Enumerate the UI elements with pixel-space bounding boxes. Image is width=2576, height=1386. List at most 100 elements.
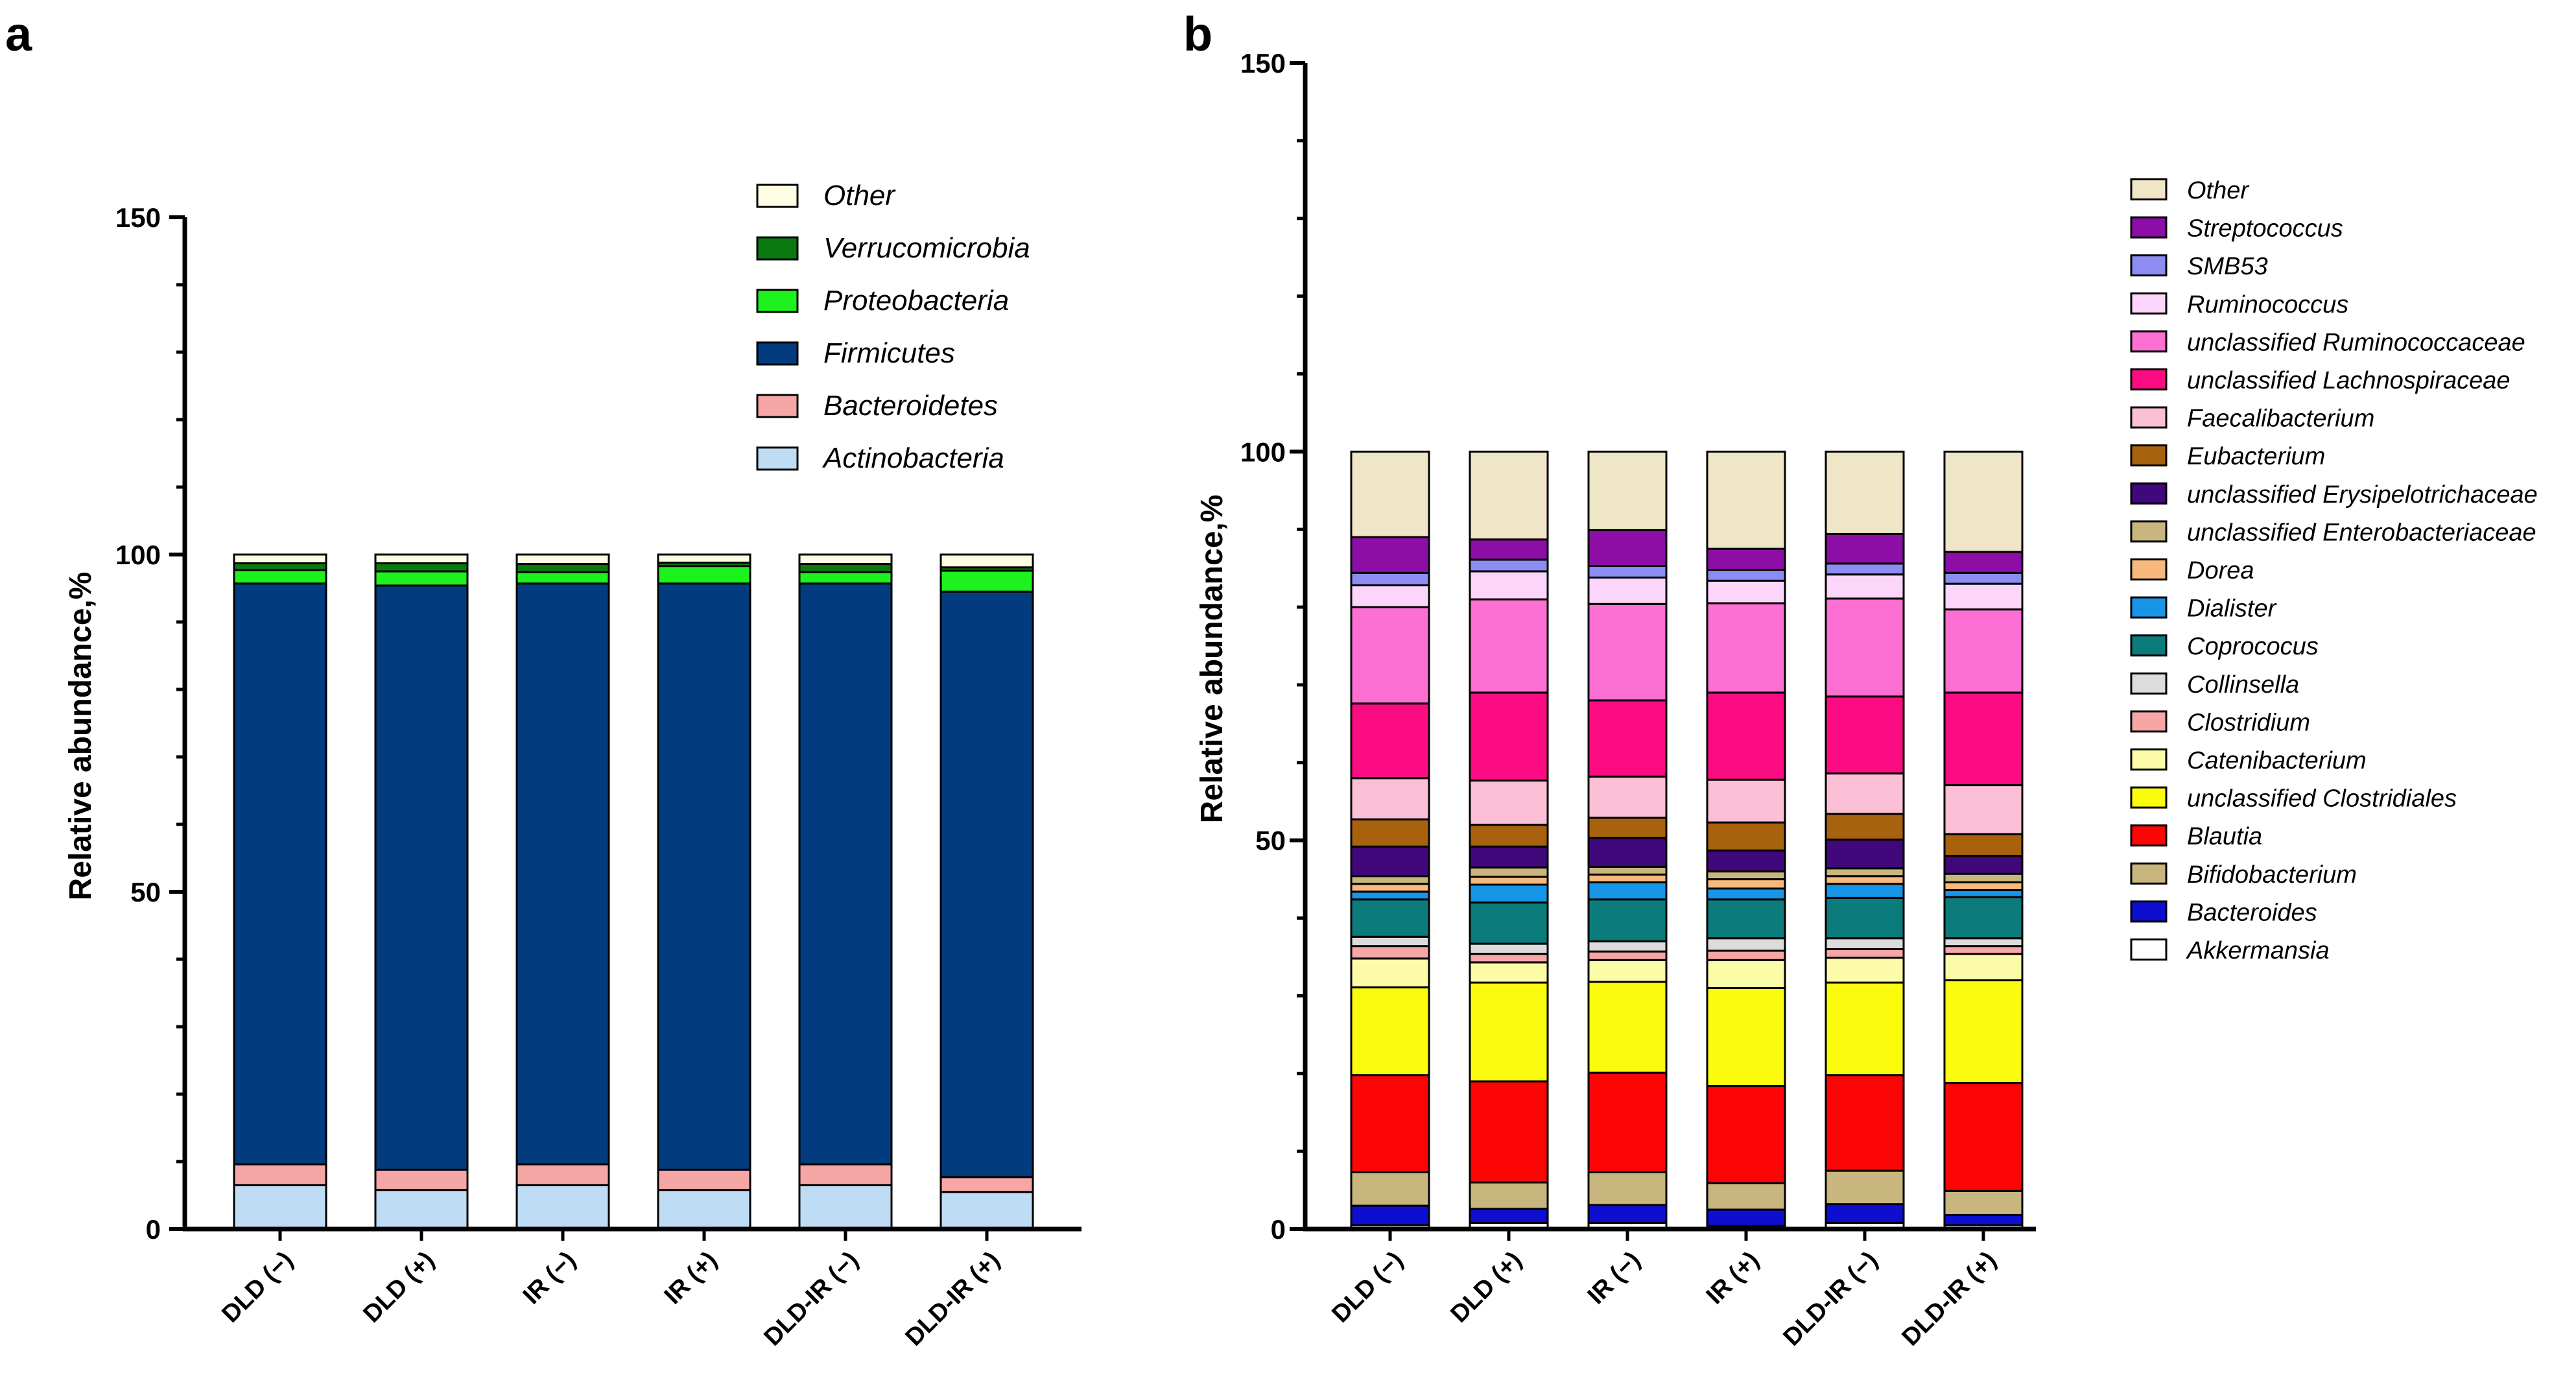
legend-swatch bbox=[2130, 786, 2168, 809]
legend-item: Catenibacterium bbox=[2130, 747, 2367, 774]
bar-stack bbox=[1469, 450, 1549, 1230]
bar-segment bbox=[1469, 876, 1549, 886]
legend: Other Streptococcus SMB53 Ruminococcus uncla… bbox=[2130, 177, 2538, 964]
bar-segment bbox=[798, 1163, 893, 1186]
bar-segment bbox=[1350, 986, 1430, 1077]
bar-segment bbox=[1350, 777, 1430, 820]
bar-segment bbox=[1587, 959, 1668, 983]
bar-segment bbox=[233, 582, 327, 1165]
bar-segment bbox=[657, 1168, 751, 1191]
panel-b: b Relative abundance,% DLD (−) DLD (+) IR (−… bbox=[1183, 7, 2538, 1351]
legend-label: Proteobacteria bbox=[823, 285, 1009, 317]
legend-item: Bacteroidetes bbox=[756, 390, 998, 422]
bar-segment bbox=[798, 563, 893, 573]
bar-segment bbox=[1350, 1074, 1430, 1173]
legend-swatch bbox=[756, 341, 799, 366]
y-tick-label: 50 bbox=[1255, 826, 1286, 856]
bar-segment bbox=[1469, 883, 1549, 904]
bar-stack bbox=[1587, 450, 1668, 1230]
bar-segment bbox=[1943, 571, 2024, 585]
bar-stack bbox=[1706, 450, 1786, 1230]
bar-segment bbox=[1587, 1171, 1668, 1206]
bar-segment bbox=[939, 590, 1034, 1178]
y-axis-label: Relative abundance,% bbox=[64, 572, 98, 901]
y-tick-label: 100 bbox=[115, 540, 161, 570]
y-tick-label: 100 bbox=[1240, 436, 1286, 467]
bar-segment bbox=[1943, 896, 2024, 940]
legend-label: Akkermansia bbox=[2186, 937, 2330, 964]
bar-segment bbox=[1706, 870, 1786, 881]
bar-segment bbox=[1825, 937, 1905, 950]
legend-label: unclassified Erysipelotrichaceae bbox=[2187, 481, 2538, 508]
legend-item: Actinobacteria bbox=[756, 442, 1004, 474]
bar-segment bbox=[1469, 779, 1549, 826]
bar-segment bbox=[1706, 579, 1786, 604]
legend-swatch bbox=[2130, 862, 2168, 885]
bar-segment bbox=[1469, 450, 1549, 541]
legend-item: Eubacterium bbox=[2130, 443, 2325, 470]
bar-segment bbox=[1825, 875, 1905, 885]
legend-item: unclassified Enterobacteriaceae bbox=[2130, 519, 2536, 546]
bar-segment bbox=[1469, 1181, 1549, 1210]
legend-label: Verrucomicrobia bbox=[823, 232, 1030, 264]
bar-segment bbox=[1825, 1074, 1905, 1172]
legend-label: unclassified Enterobacteriaceae bbox=[2187, 519, 2536, 546]
bar-segment bbox=[515, 553, 610, 566]
legend-label: Firmicutes bbox=[823, 337, 955, 369]
legend-label: Coprococus bbox=[2187, 633, 2319, 660]
bar-segment bbox=[233, 562, 327, 571]
legend-swatch bbox=[2130, 406, 2168, 429]
bar-segment bbox=[1825, 883, 1905, 899]
bar-segment bbox=[798, 571, 893, 585]
legend-swatch bbox=[2130, 748, 2168, 771]
bar-segment bbox=[1825, 838, 1905, 870]
bar-stack bbox=[657, 553, 751, 1230]
legend-label: Streptococcus bbox=[2187, 215, 2343, 243]
bar-segment bbox=[233, 553, 327, 565]
legend-swatch bbox=[2130, 634, 2168, 657]
bar-segment bbox=[374, 1168, 469, 1191]
bar-segment bbox=[1825, 948, 1905, 959]
bar-segment bbox=[1825, 1203, 1905, 1224]
legend-item: unclassified Ruminococcaceae bbox=[2130, 329, 2525, 356]
x-tick-label: DLD (+) bbox=[358, 1247, 440, 1328]
bar-segment bbox=[1350, 702, 1430, 780]
y-tick-label: 150 bbox=[115, 202, 161, 233]
legend-item: unclassified Erysipelotrichaceae bbox=[2130, 481, 2538, 508]
legend-swatch bbox=[2130, 178, 2168, 200]
bar-segment bbox=[1469, 981, 1549, 1082]
bar-segment bbox=[1469, 961, 1549, 984]
y-tick-label: 0 bbox=[146, 1214, 161, 1245]
bar-segment bbox=[1943, 889, 2024, 898]
bar-segment bbox=[1587, 881, 1668, 901]
bar-segment bbox=[1825, 957, 1905, 984]
bar-segment bbox=[233, 569, 327, 585]
x-tick-label: DLD-IR (−) bbox=[1778, 1247, 1884, 1352]
bar-segment bbox=[1587, 817, 1668, 839]
legend-item: Akkermansia bbox=[2130, 937, 2330, 964]
bar-segment bbox=[1706, 691, 1786, 781]
legend-item: Blautia bbox=[2130, 823, 2262, 850]
bar-segment bbox=[657, 565, 751, 585]
legend-swatch bbox=[756, 184, 799, 208]
bar-segment bbox=[233, 1184, 327, 1230]
bar-segment bbox=[1587, 837, 1668, 868]
bar-segment bbox=[1469, 570, 1549, 601]
bar-segment bbox=[1587, 775, 1668, 819]
bar-segment bbox=[1587, 1204, 1668, 1224]
x-tick-label: DLD (+) bbox=[1445, 1247, 1527, 1328]
y-tick-label: 50 bbox=[130, 877, 161, 907]
legend-item: unclassified Clostridiales bbox=[2130, 785, 2457, 813]
legend-swatch bbox=[2130, 710, 2168, 733]
legend-item: Streptococcus bbox=[2130, 215, 2343, 243]
x-tick-label: DLD (−) bbox=[1327, 1247, 1408, 1328]
bar-segment bbox=[1587, 577, 1668, 605]
bar-segment bbox=[1706, 1182, 1786, 1211]
bar-segment bbox=[1943, 872, 2024, 883]
bar-segment bbox=[1943, 945, 2024, 955]
y-tick-label: 150 bbox=[1240, 48, 1286, 78]
bar-segment bbox=[1469, 902, 1549, 945]
bar-segment bbox=[1825, 573, 1905, 600]
legend-swatch bbox=[2130, 216, 2168, 239]
legend-swatch bbox=[2130, 938, 2168, 961]
